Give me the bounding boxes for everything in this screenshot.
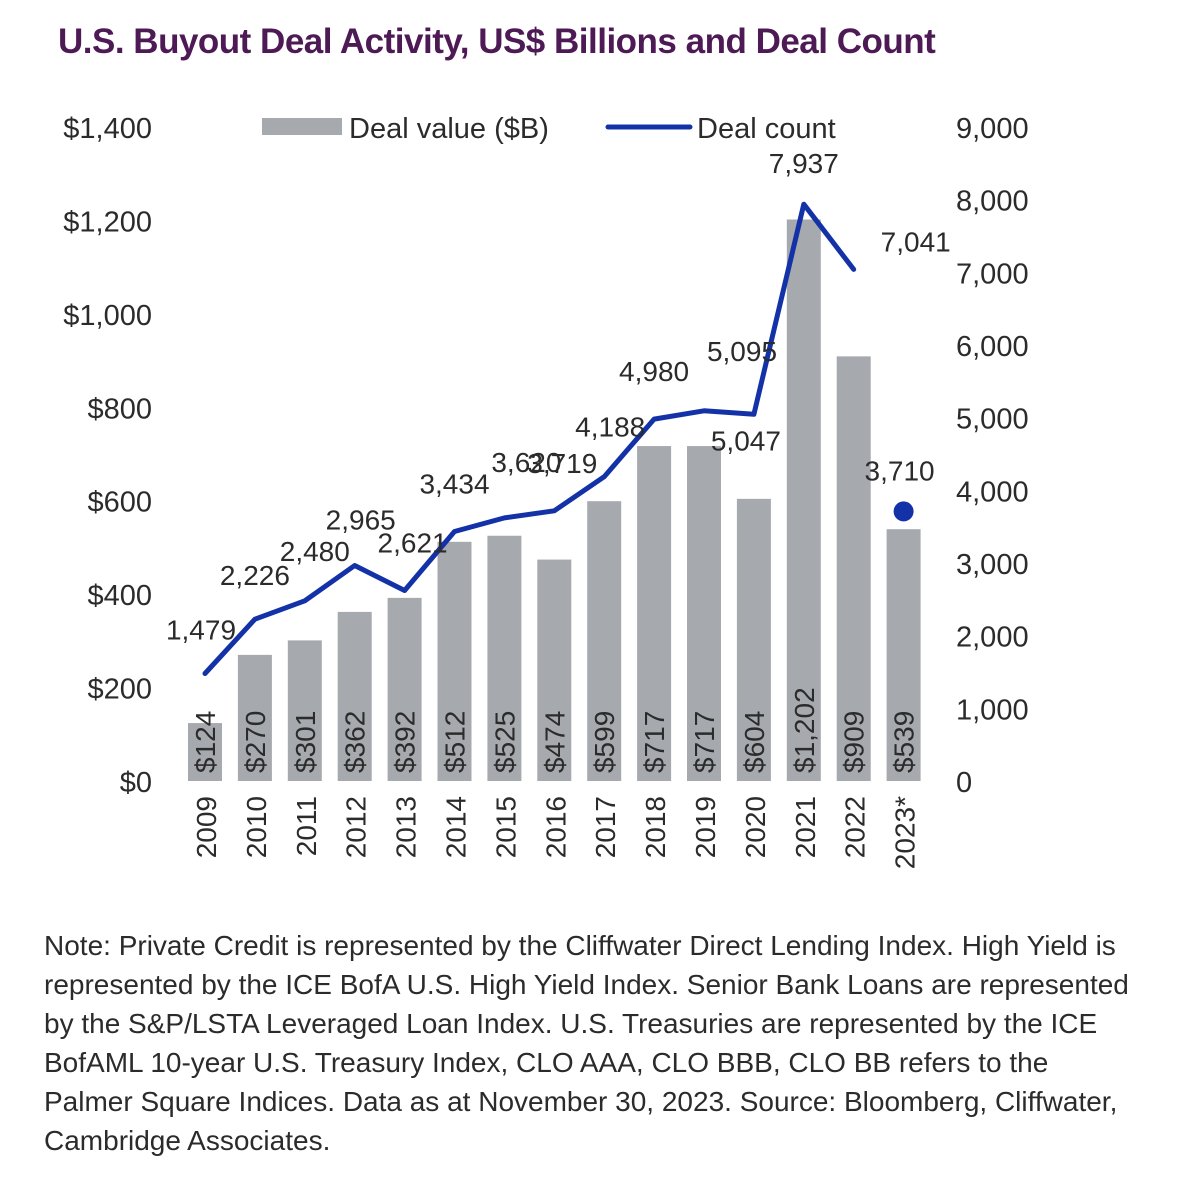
bar-value-label: $301 [290,711,321,773]
deal-count-label: 5,047 [711,425,781,456]
bar-deal-value [487,535,522,781]
deal-count-label: 3,710 [865,455,935,486]
right-axis: 0 1,000 2,000 3,000 4,000 5,000 6,000 7,000 8,00… [956,113,1029,799]
deal-count-label: 2,480 [280,536,350,567]
deal-count-line-layer [202,201,914,676]
bars [188,219,921,782]
x-axis-tick-label: 2016 [540,796,571,858]
legend: Deal value ($B) Deal count [262,113,836,145]
bar-value-label: $599 [589,711,620,773]
left-axis-tick-label: $800 [87,393,152,425]
right-axis-tick-label: 6,000 [956,331,1029,363]
x-axis-tick-label: 2020 [740,796,771,858]
deal-count-label: 3,719 [527,448,597,479]
bar-value-label: $512 [440,711,471,773]
bar-deal-value [237,654,272,781]
legend-bar-label: Deal value ($B) [349,113,549,145]
x-axis: 2009 2010 2011 2012 2013 2014 2015 2016 2017 2018… [191,796,921,869]
x-axis-tick-label: 2021 [790,796,821,858]
left-axis-tick-label: $0 [120,767,152,799]
bar-value-label: $539 [889,711,920,773]
bar-value-label: $717 [689,711,720,773]
right-axis-tick-label: 5,000 [956,404,1029,436]
deal-count-label: 3,434 [419,468,489,499]
left-axis-tick-label: $1,200 [63,206,152,238]
x-axis-tick-label: 2022 [840,796,871,858]
bar-deal-value [188,723,222,781]
left-axis: $0 $200 $400 $600 $800 $1,000 $1,200 $1,400 [63,113,152,799]
legend-bar-swatch [262,118,342,135]
x-axis-tick-label: 2023* [890,796,921,869]
right-axis-tick-label: 7,000 [956,258,1029,290]
bar-value-label: $525 [489,711,520,773]
chart-title: U.S. Buyout Deal Activity, US$ Billions … [58,22,936,61]
deal-count-label: 2,621 [378,528,448,559]
deal-count-point [893,501,914,522]
left-axis-tick-label: $400 [87,580,152,612]
footnote: Note: Private Credit is represented by t… [44,930,1129,1156]
deal-count-label: 1,479 [166,615,236,646]
bar-value-label: $604 [739,711,770,773]
right-axis-tick-label: 8,000 [956,186,1029,218]
x-axis-tick-label: 2019 [690,796,721,858]
deal-count-label: 7,041 [881,226,951,257]
deal-count-label: 2,965 [326,505,396,536]
bar-deal-value [437,541,472,781]
bar-value-label: $362 [340,711,371,773]
bar-value-label: $1,202 [789,687,820,773]
left-axis-tick-label: $1,400 [63,113,152,145]
bar-value-label: $392 [390,711,421,773]
bar-deal-value [337,611,372,781]
bar-value-label: $270 [240,711,271,773]
x-axis-tick-label: 2012 [341,796,372,858]
left-axis-tick-label: $1,000 [63,300,152,332]
bar-deal-value [287,640,322,781]
x-axis-tick-label: 2011 [291,796,322,856]
legend-line-label: Deal count [697,113,836,145]
bar-deal-value [886,529,921,781]
deal-count-line [202,201,857,676]
bar-deal-value [387,597,422,781]
left-axis-tick-label: $200 [87,674,152,706]
deal-count-label: 4,188 [575,412,645,443]
x-axis-tick-label: 2015 [490,796,521,858]
bar-deal-value [537,559,572,781]
bar-deal-value [736,498,771,781]
bar-labels: $124 $270 $301 $362 $392 $512 $525 $474 $599 $717… [190,687,920,773]
right-axis-tick-label: 3,000 [956,549,1029,581]
bar-deal-value [687,446,721,781]
deal-count-label: 7,937 [769,148,839,179]
right-axis-tick-label: 1,000 [956,694,1029,726]
x-axis-tick-label: 2014 [441,796,472,858]
x-axis-tick-label: 2018 [640,796,671,858]
deal-count-label: 5,095 [707,336,777,367]
deal-count-label: 4,980 [619,356,689,387]
x-axis-tick-label: 2010 [241,796,272,858]
bar-deal-value [587,501,622,781]
right-axis-tick-label: 4,000 [956,476,1029,508]
bar-deal-value [836,356,871,781]
deal-count-label: 3,620 [491,447,561,478]
bar-deal-value [786,219,821,782]
x-axis-tick-label: 2013 [391,796,422,858]
bar-value-label: $909 [839,711,870,773]
x-axis-tick-label: 2009 [191,796,222,858]
bar-value-label: $124 [190,711,221,773]
chart: $0 $200 $400 $600 $800 $1,000 $1,200 $1,400 0 1,… [63,113,1029,869]
x-axis-tick-label: 2017 [590,796,621,858]
bar-value-label: $717 [639,711,670,773]
bar-deal-value [637,446,672,781]
left-axis-tick-label: $600 [87,487,152,519]
right-axis-tick-label: 2,000 [956,622,1029,654]
right-axis-tick-label: 0 [956,767,972,799]
bar-value-label: $474 [539,711,570,773]
deal-count-label: 2,226 [220,560,290,591]
right-axis-tick-label: 9,000 [956,113,1029,145]
